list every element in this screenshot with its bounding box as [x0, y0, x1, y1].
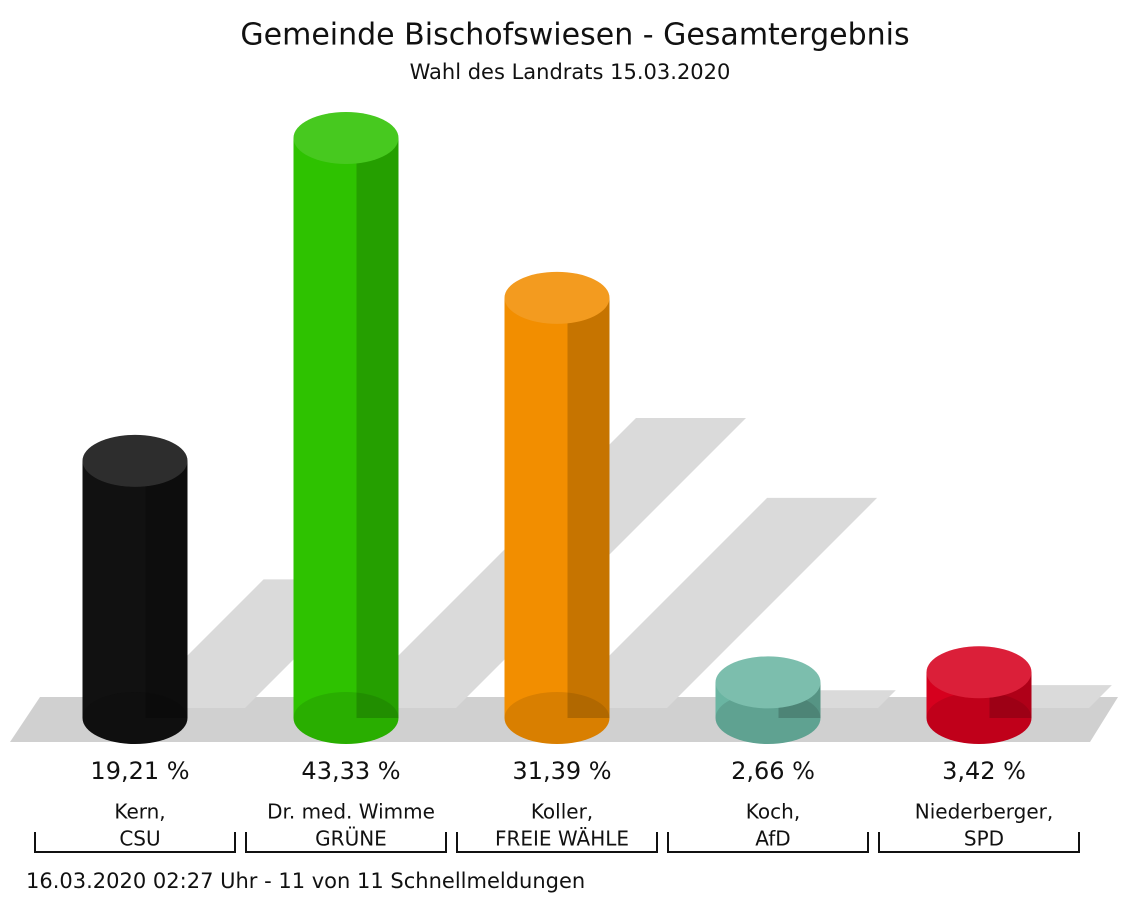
bar-top-hl — [715, 656, 821, 709]
bar — [926, 646, 1032, 744]
category-bracket — [456, 832, 658, 853]
bar-top — [926, 646, 1032, 699]
bar-bottom — [926, 692, 1032, 744]
bar-body — [293, 138, 399, 718]
bar-shade — [356, 138, 399, 718]
bar-shade-bottom — [293, 692, 399, 744]
bar — [715, 656, 821, 744]
footnote: 16.03.2020 02:27 Uhr - 11 von 11 Schnell… — [26, 869, 585, 893]
category-label: AfD — [755, 827, 790, 851]
category-bracket — [34, 832, 236, 853]
bar-shade — [567, 297, 610, 718]
bar-bottom — [293, 692, 399, 744]
bar-body — [504, 297, 610, 718]
bar-top — [715, 656, 821, 709]
category-label: Koller, — [531, 800, 593, 824]
bar-bottom — [715, 692, 821, 744]
value-label: 2,66 % — [731, 757, 815, 785]
category-label: SPD — [964, 827, 1004, 851]
bar-shade-bottom — [715, 692, 821, 744]
category-label: Dr. med. Wimme — [267, 800, 435, 824]
category-label: CSU — [119, 827, 160, 851]
bar-shade-bottom — [504, 692, 610, 744]
category-label: Koch, — [746, 800, 800, 824]
value-label: 31,39 % — [512, 757, 611, 785]
bar-shade-bottom — [926, 692, 1032, 744]
bar-shade — [145, 460, 188, 718]
category-bracket — [667, 832, 869, 853]
value-label: 3,42 % — [942, 757, 1026, 785]
bar-bottom — [504, 692, 610, 744]
category-label: Niederberger, — [915, 800, 1054, 824]
bar-top-hl — [293, 112, 399, 164]
bar-top-hl — [82, 434, 188, 487]
category-label: FREIE WÄHLE — [495, 827, 629, 851]
bar — [82, 434, 188, 744]
bar-top-hl — [504, 271, 610, 324]
chart-title: Gemeinde Bischofswiesen - Gesamtergebnis — [240, 18, 909, 53]
bar-body — [82, 460, 188, 718]
bar-top — [82, 434, 188, 487]
bar-bottom — [82, 692, 188, 744]
bar-shadow — [557, 497, 878, 708]
bar-top — [293, 112, 399, 164]
chart-subtitle: Wahl des Landrats 15.03.2020 — [410, 60, 731, 84]
value-label: 43,33 % — [301, 757, 400, 785]
bar-shade-bottom — [82, 692, 188, 744]
bar — [504, 271, 610, 744]
category-label: Kern, — [114, 800, 165, 824]
value-label: 19,21 % — [90, 757, 189, 785]
category-bracket — [245, 832, 447, 853]
bar-top-hl — [926, 646, 1032, 699]
bar — [293, 112, 399, 744]
category-label: GRÜNE — [315, 827, 387, 851]
bar-top — [504, 271, 610, 324]
category-bracket — [878, 832, 1080, 853]
